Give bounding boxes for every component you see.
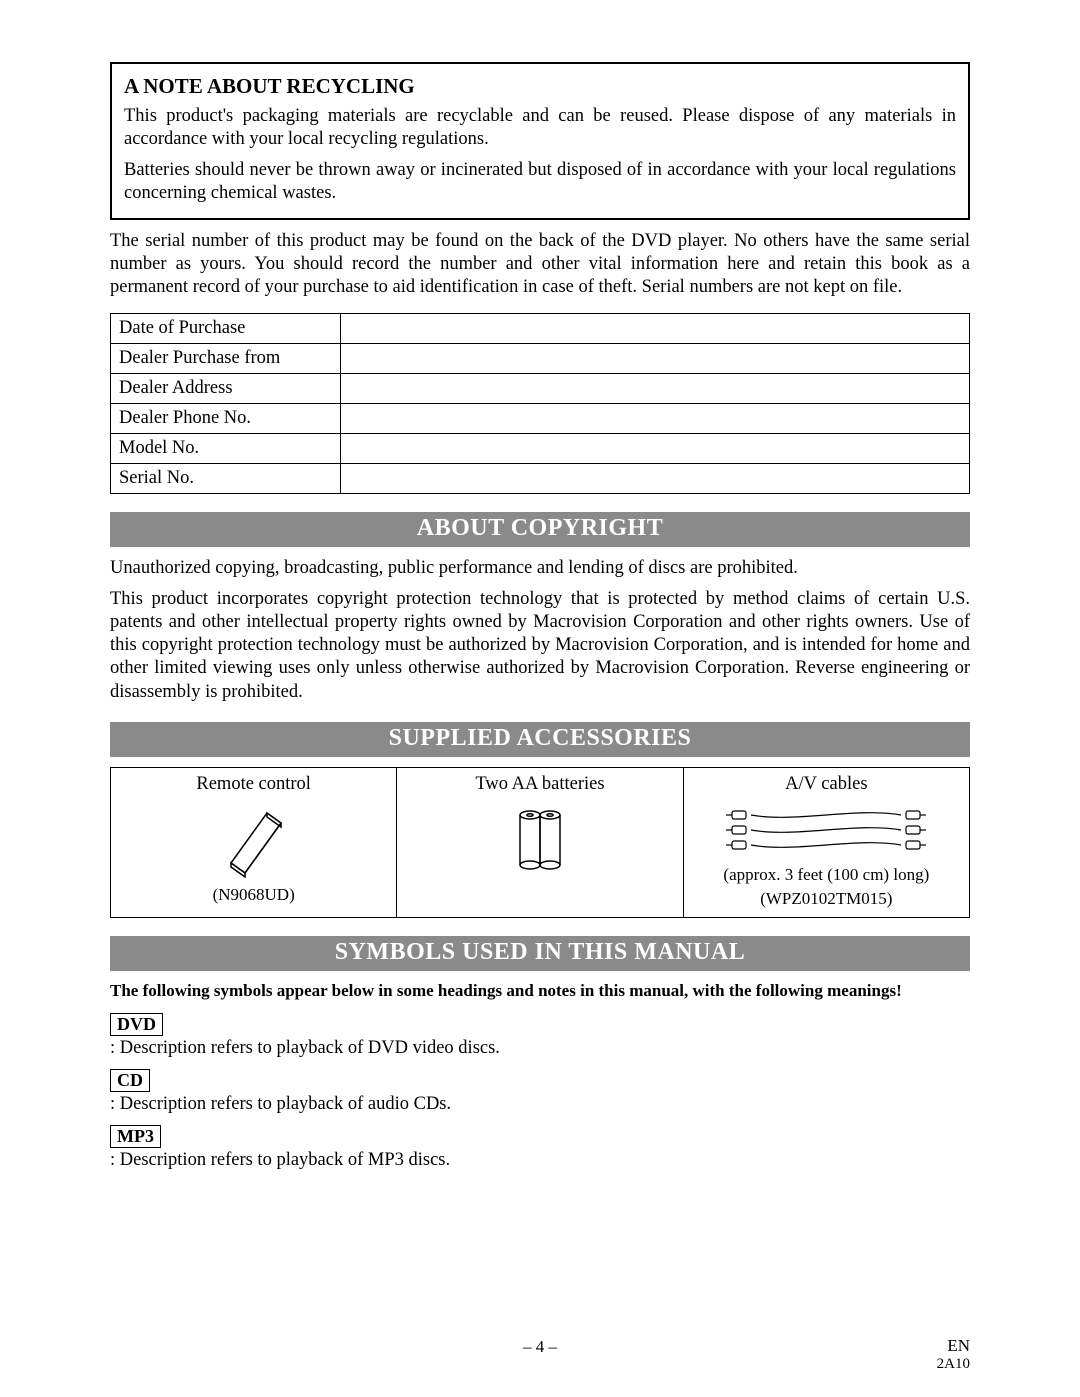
remote-icon (115, 801, 392, 881)
field-value[interactable] (341, 343, 970, 373)
symbol-desc: : Description refers to playback of DVD … (110, 1038, 970, 1059)
table-row: Dealer Address (111, 373, 970, 403)
accessory-remote: Remote control (N9068UD) (111, 767, 397, 917)
purchase-record-table: Date of Purchase Dealer Purchase from De… (110, 313, 970, 494)
table-row: Model No. (111, 433, 970, 463)
cables-icon (688, 801, 965, 861)
accessory-cables: A/V cables (683, 767, 969, 917)
field-value[interactable] (341, 463, 970, 493)
accessory-sub: (N9068UD) (115, 885, 392, 905)
accessory-title: A/V cables (688, 774, 965, 795)
recycling-title: A NOTE ABOUT RECYCLING (124, 74, 956, 99)
accessories-table: Remote control (N9068UD) Two AA batterie… (110, 767, 970, 918)
field-label: Serial No. (111, 463, 341, 493)
field-value[interactable] (341, 403, 970, 433)
symbol-mp3: MP3 : Description refers to playback of … (110, 1125, 970, 1171)
accessory-batteries: Two AA batteries (397, 767, 683, 917)
symbol-label: DVD (110, 1013, 163, 1036)
field-label: Date of Purchase (111, 313, 341, 343)
field-label: Dealer Purchase from (111, 343, 341, 373)
symbol-desc: : Description refers to playback of MP3 … (110, 1150, 970, 1171)
symbol-dvd: DVD : Description refers to playback of … (110, 1013, 970, 1059)
symbol-label: CD (110, 1069, 150, 1092)
field-label: Dealer Phone No. (111, 403, 341, 433)
table-row: Date of Purchase (111, 313, 970, 343)
symbol-cd: CD : Description refers to playback of a… (110, 1069, 970, 1115)
field-value[interactable] (341, 433, 970, 463)
field-value[interactable] (341, 373, 970, 403)
accessory-title: Two AA batteries (401, 774, 678, 795)
field-label: Dealer Address (111, 373, 341, 403)
recycling-p2: Batteries should never be thrown away or… (124, 159, 956, 205)
symbols-intro: The following symbols appear below in so… (110, 981, 970, 1001)
symbol-label: MP3 (110, 1125, 161, 1148)
table-row: Serial No. (111, 463, 970, 493)
symbols-header: SYMBOLS USED IN THIS MANUAL (110, 936, 970, 971)
table-row: Dealer Purchase from (111, 343, 970, 373)
footer-right: EN 2A10 (937, 1337, 970, 1372)
symbol-desc: : Description refers to playback of audi… (110, 1094, 970, 1115)
recycling-p1: This product's packaging materials are r… (124, 105, 956, 151)
accessories-header: SUPPLIED ACCESSORIES (110, 722, 970, 757)
page-number: – 4 – (110, 1337, 970, 1357)
page-footer: – 4 – EN 2A10 (110, 1337, 970, 1357)
table-row: Dealer Phone No. (111, 403, 970, 433)
batteries-icon (401, 801, 678, 881)
footer-lang: EN (937, 1337, 970, 1356)
copyright-p1: Unauthorized copying, broadcasting, publ… (110, 557, 970, 580)
accessory-title: Remote control (115, 774, 392, 795)
copyright-p2: This product incorporates copyright prot… (110, 588, 970, 704)
serial-number-note: The serial number of this product may be… (110, 230, 970, 299)
accessory-sub: (approx. 3 feet (100 cm) long) (688, 865, 965, 885)
accessory-sub: (WPZ0102TM015) (688, 889, 965, 909)
copyright-header: ABOUT COPYRIGHT (110, 512, 970, 547)
recycling-note-box: A NOTE ABOUT RECYCLING This product's pa… (110, 62, 970, 220)
copyright-block: Unauthorized copying, broadcasting, publ… (110, 557, 970, 704)
footer-code: 2A10 (937, 1356, 970, 1373)
field-label: Model No. (111, 433, 341, 463)
field-value[interactable] (341, 313, 970, 343)
